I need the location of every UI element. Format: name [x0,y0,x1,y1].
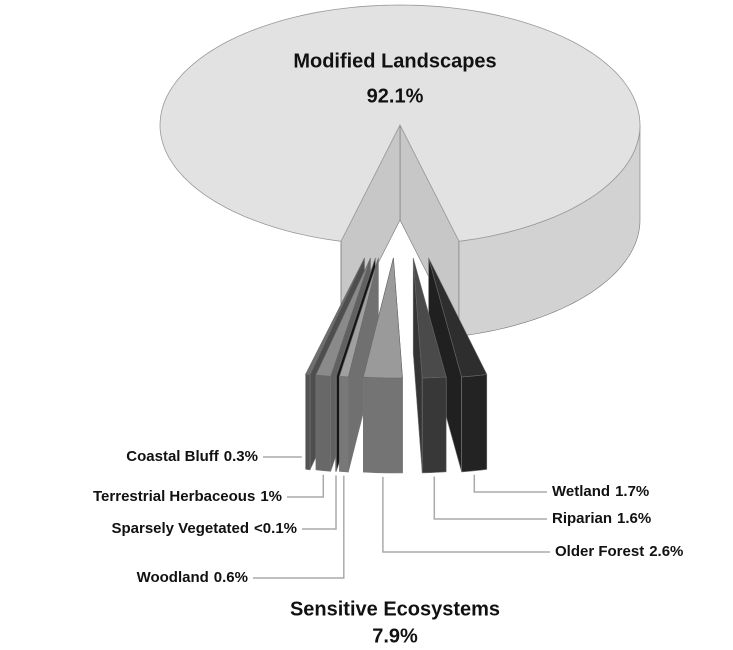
slice-name: Terrestrial Herbaceous [93,488,255,505]
slice-label: Older Forest 2.6% [555,543,683,560]
slice-top [335,257,376,377]
slice-side [461,374,488,473]
slice-top [305,257,365,376]
slice-value: 1.6% [617,510,651,527]
slice-name: Coastal Bluff [126,448,220,465]
slice-label: Terrestrial Herbaceous 1% [93,488,282,505]
slice-value: <0.1% [254,520,297,537]
slice-top [428,257,488,378]
slice-name: Older Forest [555,543,644,560]
slice-top [412,257,447,379]
slice-top [362,257,403,379]
slice-top [315,257,371,377]
leader-line [433,476,547,520]
main-label: Modified Landscapes [293,50,496,72]
leader-line [473,474,547,493]
slice-label: Coastal Bluff 0.3% [126,448,258,465]
main-top [159,4,641,242]
slice [412,257,447,474]
slice-side [335,375,337,472]
sensitive-label: Sensitive Ecosystems [290,598,500,620]
slice-side [339,376,349,473]
leader-line [382,476,550,553]
slice-name: Wetland [552,483,610,500]
leader-line [287,474,325,498]
slice-label: Wetland 1.7% [552,483,649,500]
slice-value: 0.6% [214,569,248,586]
slice-name: Woodland [137,569,209,586]
slice-label: Sparsely Vegetated <0.1% [111,520,297,537]
slice-label: Woodland 0.6% [137,569,248,586]
main-value: 92.1% [367,85,424,107]
slice-value: 2.6% [649,543,683,560]
sensitive-value: 7.9% [372,625,418,647]
slice-side [363,376,403,474]
leader-line [302,475,337,530]
slice-name: Riparian [552,510,612,527]
slice-side [305,373,311,471]
slice-value: 1.7% [615,483,649,500]
leader-line [253,475,345,579]
slice-name: Sparsely Vegetated [111,520,249,537]
slice [362,257,403,474]
sensitive-breakdown [305,257,488,474]
slice-side [421,376,447,474]
slice-value: 0.3% [224,448,258,465]
pie [159,4,641,337]
slice-top [338,257,379,378]
slice-value: 1% [260,488,282,505]
slice-side [315,374,331,472]
slice-label: Riparian 1.6% [552,510,651,527]
